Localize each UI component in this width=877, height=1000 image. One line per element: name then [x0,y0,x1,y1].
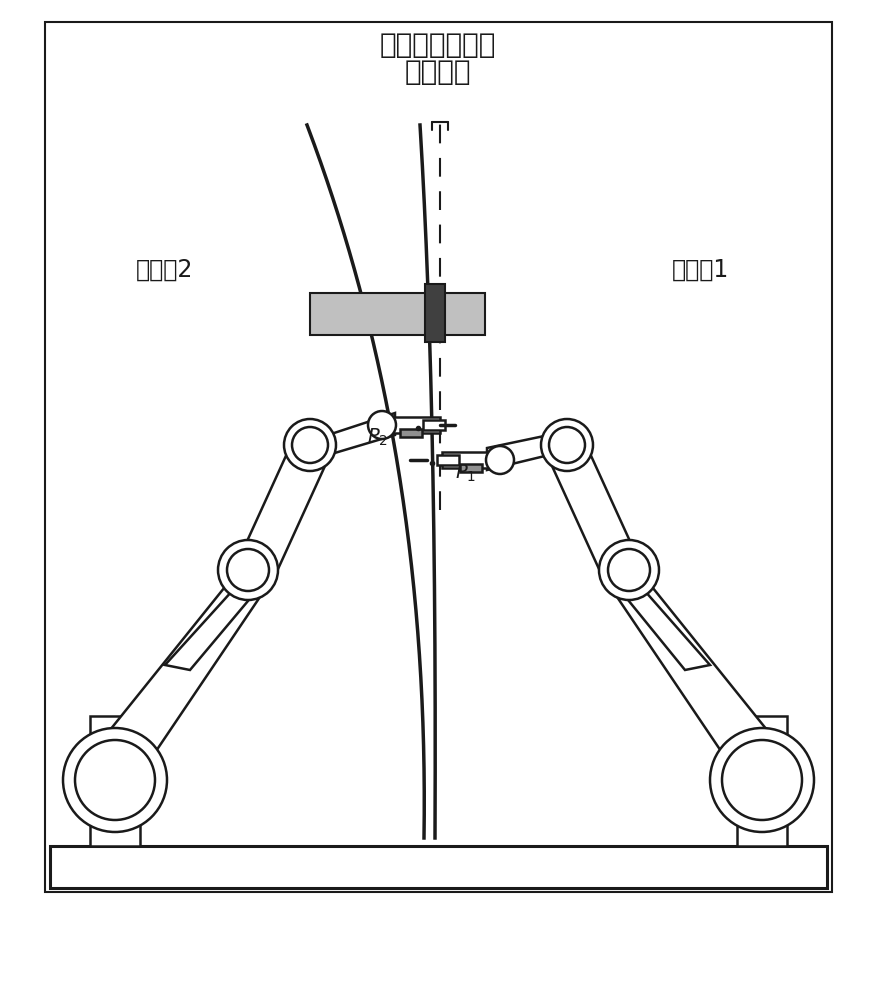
Circle shape [541,419,593,471]
Text: $P_1$: $P_1$ [455,462,476,484]
Circle shape [218,540,278,600]
Bar [50,846,827,888]
Text: 机器人1: 机器人1 [672,258,729,282]
Bar [385,417,440,433]
Circle shape [63,728,167,832]
Bar [423,420,445,430]
Bar [737,716,787,846]
Polygon shape [487,435,549,470]
Bar [460,464,482,472]
Circle shape [722,740,802,820]
Bar [425,284,445,342]
Bar [442,452,500,468]
Circle shape [608,549,650,591]
Polygon shape [547,425,634,580]
Circle shape [292,427,328,463]
Polygon shape [607,552,767,760]
Bar [310,293,485,335]
Text: $P_2$: $P_2$ [367,426,388,448]
Bar [90,716,140,846]
Polygon shape [624,590,710,670]
Polygon shape [243,425,330,580]
Text: 工件变形: 工件变形 [405,58,471,86]
Bar [400,429,422,437]
PathPatch shape [307,125,435,838]
Bar [45,22,832,892]
Polygon shape [328,413,395,455]
Circle shape [710,728,814,832]
Polygon shape [110,552,270,760]
Bar [437,455,459,465]
Circle shape [549,427,585,463]
Polygon shape [165,590,253,670]
Circle shape [75,740,155,820]
Circle shape [486,446,514,474]
Circle shape [227,549,269,591]
Text: 机器人2: 机器人2 [136,258,194,282]
Circle shape [599,540,659,600]
Circle shape [284,419,336,471]
Text: 双机器人不同步: 双机器人不同步 [380,31,496,59]
Circle shape [368,411,396,439]
